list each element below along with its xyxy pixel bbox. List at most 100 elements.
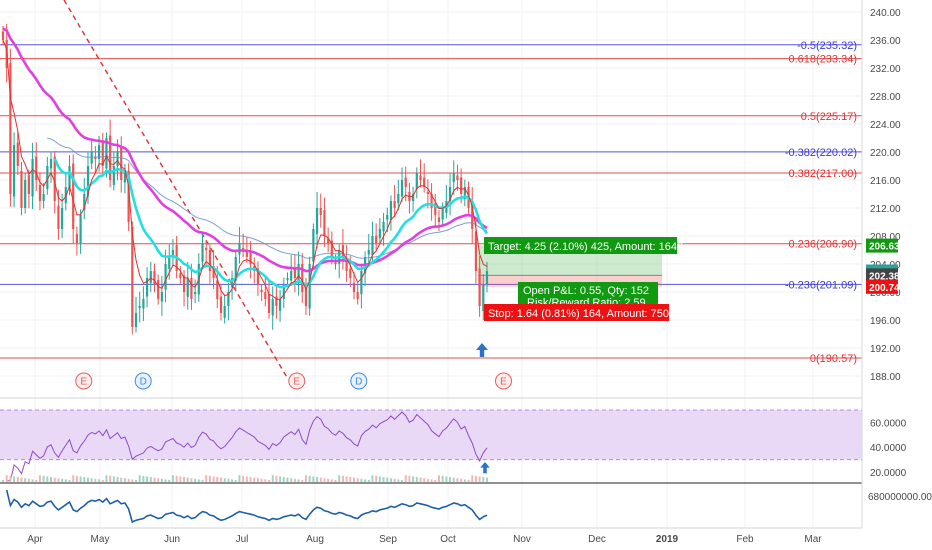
- volume-bar: [482, 477, 485, 482]
- candle-body: [290, 271, 293, 281]
- volume-bar: [430, 479, 433, 482]
- event-marker: [288, 372, 306, 390]
- candle-body: [72, 163, 75, 229]
- volume-bar: [419, 477, 422, 482]
- volume-bar: [434, 480, 437, 482]
- y-tick-label: 188.00: [870, 372, 901, 383]
- volume-bar: [334, 480, 337, 482]
- candle-body: [330, 240, 333, 257]
- fib-label: 0.618(233.34): [789, 54, 858, 66]
- volume-bar: [57, 478, 60, 482]
- x-tick-label: Jul: [236, 534, 249, 545]
- volume-bar: [146, 476, 149, 482]
- volume-bar: [445, 476, 448, 482]
- moving-averages: [2, 27, 489, 300]
- y-tick-label: 220.00: [870, 148, 901, 159]
- trendline[interactable]: [63, 0, 289, 380]
- y-tick-label: 216.00: [870, 176, 901, 187]
- rsi-pane[interactable]: [0, 397, 862, 482]
- volume-bar: [423, 478, 426, 482]
- volume-bar: [9, 475, 12, 482]
- price-tag-label: 206.63: [869, 242, 900, 253]
- candle-body: [286, 278, 289, 281]
- candle-body: [352, 282, 356, 292]
- volume-bar: [408, 475, 411, 482]
- pnl-label: Open P&L: 0.55, Qty: 152: [523, 285, 649, 297]
- volume-bar: [68, 480, 71, 482]
- candle-body: [157, 280, 160, 299]
- volume-bar: [393, 478, 396, 482]
- candle-body: [145, 278, 149, 297]
- candle-body: [282, 285, 285, 299]
- candle-body: [264, 292, 267, 299]
- stop-label: Stop: 1.64 (0.81%) 164, Amount: 750.72: [488, 308, 684, 320]
- candle-body: [430, 194, 433, 208]
- candle-body: [90, 152, 93, 164]
- candle-body: [101, 140, 104, 166]
- candle-body: [349, 268, 352, 278]
- volume-bar: [101, 480, 104, 482]
- time-axis[interactable]: Apr May Jun Jul Aug Sep Oct Nov Dec 2019 Feb Mar: [27, 534, 822, 545]
- candle-body: [356, 292, 359, 299]
- candle-body: [46, 166, 49, 190]
- candle-body: [275, 296, 278, 306]
- volume-bar: [474, 475, 477, 482]
- candle-body: [319, 208, 322, 215]
- rsi-line: [6, 411, 488, 482]
- candle-body: [171, 250, 175, 257]
- candle-body: [168, 257, 171, 269]
- volume-bar: [35, 480, 38, 482]
- candle-body: [160, 292, 163, 302]
- candle-body: [382, 222, 385, 232]
- x-tick-label: Oct: [440, 534, 456, 545]
- volume-bar: [323, 478, 326, 482]
- candle-body: [256, 268, 260, 285]
- candle-body: [360, 271, 363, 295]
- fib-label: 0(190.57): [810, 353, 857, 365]
- y-tick-label: 240.00: [870, 8, 901, 19]
- rsi-tick-label: 20.0000: [870, 468, 907, 479]
- volume-bar: [297, 479, 300, 482]
- event-letter: E: [80, 377, 87, 388]
- volume-bar: [20, 477, 23, 482]
- volume-bar: [112, 476, 115, 482]
- y-tick-label: 228.00: [870, 92, 901, 103]
- candle-body: [86, 166, 90, 197]
- candle-body: [448, 187, 452, 201]
- volume-bar: [234, 480, 237, 482]
- volume-bar: [319, 477, 322, 482]
- volume-bar: [275, 475, 278, 482]
- candle-body: [164, 264, 167, 290]
- candlestick-series: [1, 23, 489, 335]
- price-tag-box: [866, 279, 898, 294]
- candle-body: [230, 278, 234, 288]
- x-tick-label: May: [91, 534, 110, 545]
- candle-body: [112, 166, 115, 185]
- volume-bar: [268, 480, 271, 482]
- volume-bar: [13, 476, 16, 482]
- volume-bar: [116, 477, 119, 482]
- candle-body: [345, 259, 348, 271]
- volume-bar: [231, 479, 234, 482]
- candle-body: [238, 243, 241, 255]
- candle-body: [186, 278, 189, 297]
- volume-bar: [286, 477, 289, 482]
- candle-body: [334, 261, 337, 264]
- volume-bar: [304, 475, 307, 482]
- candle-body: [367, 250, 370, 255]
- target-label: Target: 4.25 (2.10%) 425, Amount: 1646: [488, 241, 683, 253]
- price-axis[interactable]: 188.00192.00196.00200.00204.00208.00212.…: [861, 0, 932, 528]
- candle-body: [260, 289, 263, 292]
- candle-body: [97, 145, 101, 159]
- volume-bar: [312, 476, 315, 482]
- volume-bar: [316, 477, 319, 482]
- volume-bar: [463, 479, 466, 482]
- indicator-pane[interactable]: [0, 482, 862, 529]
- candle-body: [61, 208, 64, 229]
- candle-body: [31, 159, 34, 197]
- fib-label: -0.236(201.09): [785, 279, 857, 291]
- candle-body: [245, 250, 248, 257]
- volume-bar: [360, 478, 363, 482]
